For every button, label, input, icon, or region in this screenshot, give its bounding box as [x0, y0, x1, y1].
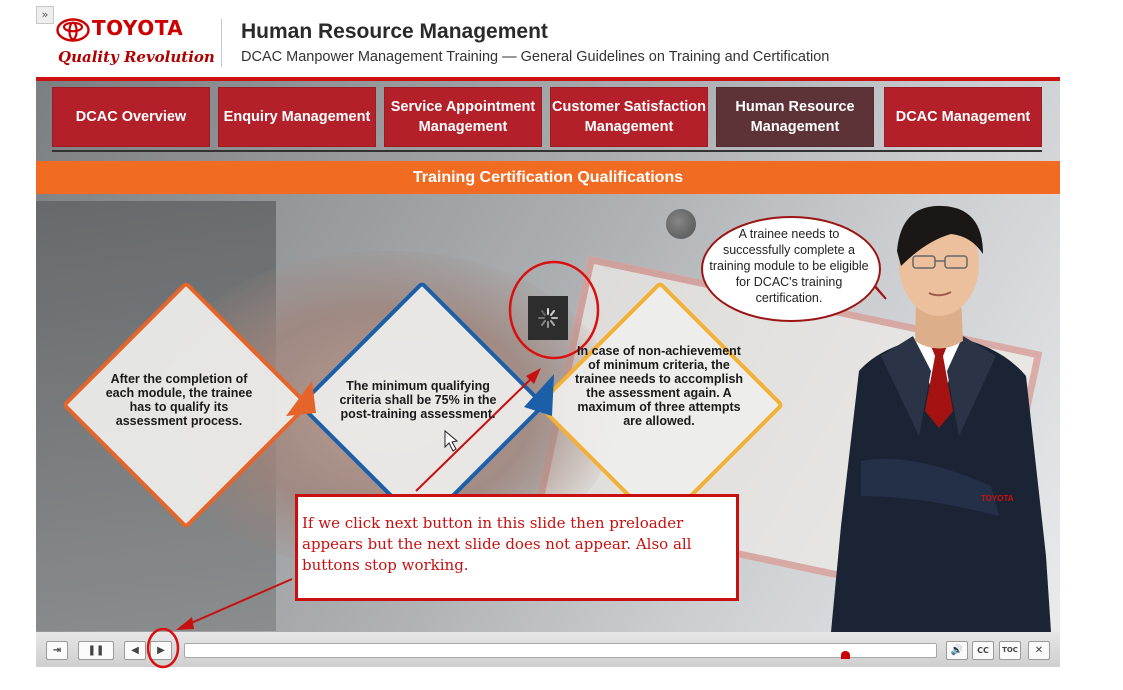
tab-dcac-overview[interactable]: DCAC Overview [52, 87, 210, 147]
tabs-underline [52, 150, 1042, 152]
slide-banner: Training Certification Qualifications [36, 161, 1060, 194]
toc-button[interactable]: TOC [999, 641, 1021, 660]
tab-customer-satisfaction-management[interactable]: Customer Satisfaction Management [550, 87, 708, 147]
annotation-note-box [295, 494, 739, 601]
mouse-cursor-icon [444, 429, 459, 452]
preloader [528, 296, 568, 340]
speech-bubble [701, 216, 881, 322]
step-3-text: In case of non-achievement of minimum cr… [574, 344, 744, 428]
step-2-text: The minimum qualifying criteria shall be… [339, 379, 497, 421]
progress-marker[interactable] [840, 651, 850, 659]
progress-track[interactable] [184, 643, 937, 658]
expand-menu-button[interactable]: » [36, 6, 54, 24]
slide-stage: DCAC Overview Enquiry Management Service… [36, 81, 1060, 632]
step-1-text: After the completion of each module, the… [105, 372, 253, 428]
next-button-highlight-circle [146, 627, 180, 669]
annotation-note-text: If we click next button in this slide th… [302, 514, 692, 574]
tab-human-resource-management[interactable]: Human Resource Management [716, 87, 874, 147]
tab-service-appointment-management[interactable]: Service Appointment Management [384, 87, 542, 147]
tab-enquiry-management[interactable]: Enquiry Management [218, 87, 376, 147]
close-icon[interactable]: ✕ [1028, 641, 1050, 660]
brand-name: TOYOTA [92, 16, 184, 40]
brand-tagline: Quality Revolution [58, 48, 215, 66]
presenter-character: TOYOTA [831, 205, 1051, 632]
speech-bubble-text: A trainee needs to successfully complete… [709, 227, 869, 305]
arrow-head-2 [524, 374, 554, 416]
header-rule [36, 77, 1060, 81]
toyota-emblem-icon [56, 18, 90, 42]
loader-highlight-circle [508, 260, 600, 360]
arrow-head-1 [286, 381, 316, 416]
loading-spinner-icon [538, 308, 558, 328]
toyota-logo: TOYOTA Quality Revolution [56, 16, 215, 70]
annotation-arrow-1-head [526, 368, 541, 384]
annotation-arrow-2 [181, 578, 293, 628]
pause-button[interactable]: ❚❚ [78, 641, 114, 660]
presenter-badge: TOYOTA [981, 494, 1014, 503]
volume-icon[interactable]: 🔊 [946, 641, 968, 660]
previous-slide-button[interactable]: ◀ [124, 641, 146, 660]
annotation-arrow-1 [415, 373, 537, 492]
page-title: Human Resource Management [241, 20, 548, 43]
exit-button[interactable]: ⇥ [46, 641, 68, 660]
header-divider [221, 19, 222, 67]
captions-button[interactable]: CC [972, 641, 994, 660]
annotation-arrow-2-head [176, 617, 194, 630]
tab-dcac-management[interactable]: DCAC Management [884, 87, 1042, 147]
background-suit-button [666, 209, 696, 239]
course-subtitle: DCAC Manpower Management Training — Gene… [241, 49, 830, 65]
next-slide-button[interactable]: ▶ [150, 641, 172, 660]
player-controls: ⇥ ❚❚ ◀ ▶ 🔊 CC TOC ✕ [36, 627, 1060, 669]
